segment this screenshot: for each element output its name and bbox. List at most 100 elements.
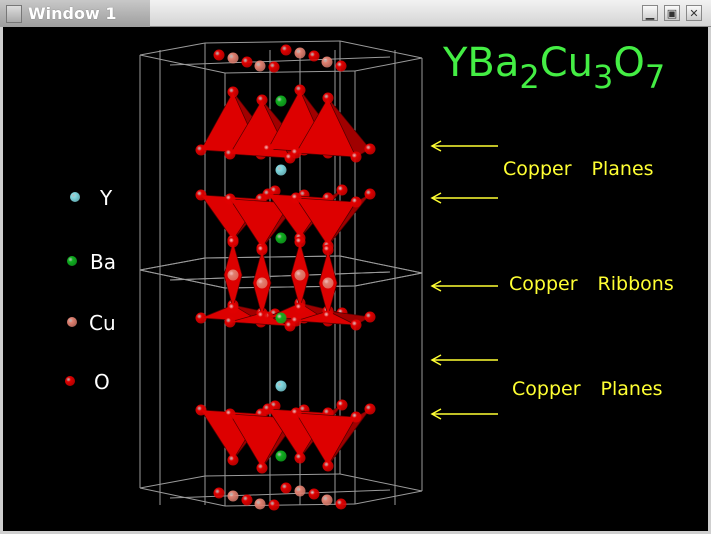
o-atom	[268, 499, 280, 511]
label-copper-ribbons: Copper Ribbons	[509, 273, 674, 295]
y-atom	[70, 192, 80, 202]
arrow-head-icon	[430, 192, 442, 204]
o-atom	[308, 488, 320, 500]
o-atom	[294, 302, 306, 314]
o-atom	[65, 376, 75, 386]
o-atom	[350, 151, 362, 163]
o-atom	[262, 188, 274, 200]
title-bar[interactable]: Window 1 ▁ ▣ ✕	[0, 0, 711, 27]
o-atom	[224, 316, 236, 328]
unit-cell-edge	[354, 57, 423, 72]
cu-atom	[294, 47, 306, 59]
formula-subscript: 3	[593, 58, 614, 96]
o-atom	[335, 60, 347, 72]
o-atom	[224, 148, 236, 160]
label-copper-planes-top: Copper Planes	[503, 158, 654, 180]
arrow-head-icon	[430, 140, 442, 152]
legend-label-cu: Cu	[89, 311, 116, 335]
o-atom	[294, 84, 306, 96]
o-atom	[213, 49, 225, 61]
o-atom	[256, 244, 268, 256]
unit-cell-edge	[224, 503, 356, 507]
cu-atom	[67, 317, 77, 327]
pyramid-side-face	[327, 97, 371, 158]
unit-cell-edge	[139, 54, 226, 74]
o-atom	[290, 192, 302, 204]
o-atom	[350, 196, 362, 208]
cu-atom	[256, 277, 268, 289]
cu-atom	[322, 277, 334, 289]
o-atom	[224, 193, 236, 205]
o-atom	[364, 143, 376, 155]
o-atom	[322, 460, 334, 472]
chemical-formula: YBa2Cu3O7	[443, 40, 665, 96]
formula-part: Cu	[539, 40, 594, 86]
o-atom	[322, 92, 334, 104]
window-title: Window 1	[28, 4, 117, 23]
arrow-head-icon	[430, 408, 442, 420]
o-atom	[335, 498, 347, 510]
o-atom	[241, 494, 253, 506]
o-atom	[256, 462, 268, 474]
legend-label-o: O	[94, 370, 110, 394]
unit-cell-edge	[354, 490, 423, 505]
o-atom	[268, 61, 280, 73]
o-atom	[322, 310, 334, 322]
o-atom	[195, 404, 207, 416]
close-button[interactable]: ✕	[686, 5, 702, 21]
unit-cell-edge	[339, 255, 423, 274]
o-atom	[195, 189, 207, 201]
cu-atom	[321, 56, 333, 68]
o-atom	[213, 487, 225, 499]
minimize-button[interactable]: ▁	[642, 5, 658, 21]
o-atom	[294, 236, 306, 248]
o-atom	[336, 399, 348, 411]
ba-atom	[275, 95, 287, 107]
y-atom	[275, 380, 287, 392]
ba-atom	[275, 312, 287, 324]
unit-cell-edge	[139, 42, 206, 56]
o-atom	[290, 315, 302, 327]
unit-cell-edge	[204, 255, 341, 259]
cu-atom	[321, 494, 333, 506]
o-atom	[280, 44, 292, 56]
cu-atom	[254, 498, 266, 510]
unit-cell-edge	[139, 257, 206, 271]
cu-atom	[254, 60, 266, 72]
o-atom	[350, 319, 362, 331]
title-tab: Window 1	[0, 0, 150, 27]
cu-atom	[227, 52, 239, 64]
cu-atom	[294, 269, 306, 281]
o-atom	[308, 50, 320, 62]
o-atom	[280, 482, 292, 494]
unit-cell-edge	[169, 271, 391, 281]
arrow-head-icon	[430, 354, 442, 366]
o-atom	[241, 56, 253, 68]
o-atom	[227, 86, 239, 98]
window-menu-icon[interactable]	[6, 5, 22, 23]
o-atom	[364, 403, 376, 415]
ba-atom	[67, 256, 77, 266]
o-atom	[364, 188, 376, 200]
maximize-button[interactable]: ▣	[664, 5, 680, 21]
o-atom	[256, 94, 268, 106]
o-atom	[322, 244, 334, 256]
formula-subscript: 7	[644, 58, 666, 96]
cu-atom	[227, 269, 239, 281]
label-copper-planes-bottom: Copper Planes	[512, 378, 663, 400]
unit-cell-edge	[224, 70, 356, 74]
unit-cell-edge	[139, 487, 226, 507]
unit-cell-edge	[339, 473, 423, 492]
o-atom	[227, 236, 239, 248]
legend-label-ba: Ba	[90, 250, 116, 274]
o-atom	[256, 310, 268, 322]
o-atom	[195, 144, 207, 156]
o-atom	[262, 403, 274, 415]
cu-atom	[227, 490, 239, 502]
window-frame	[0, 27, 711, 534]
o-atom	[336, 184, 348, 196]
unit-cell-edge	[169, 56, 391, 66]
unit-cell-edge	[204, 40, 341, 44]
